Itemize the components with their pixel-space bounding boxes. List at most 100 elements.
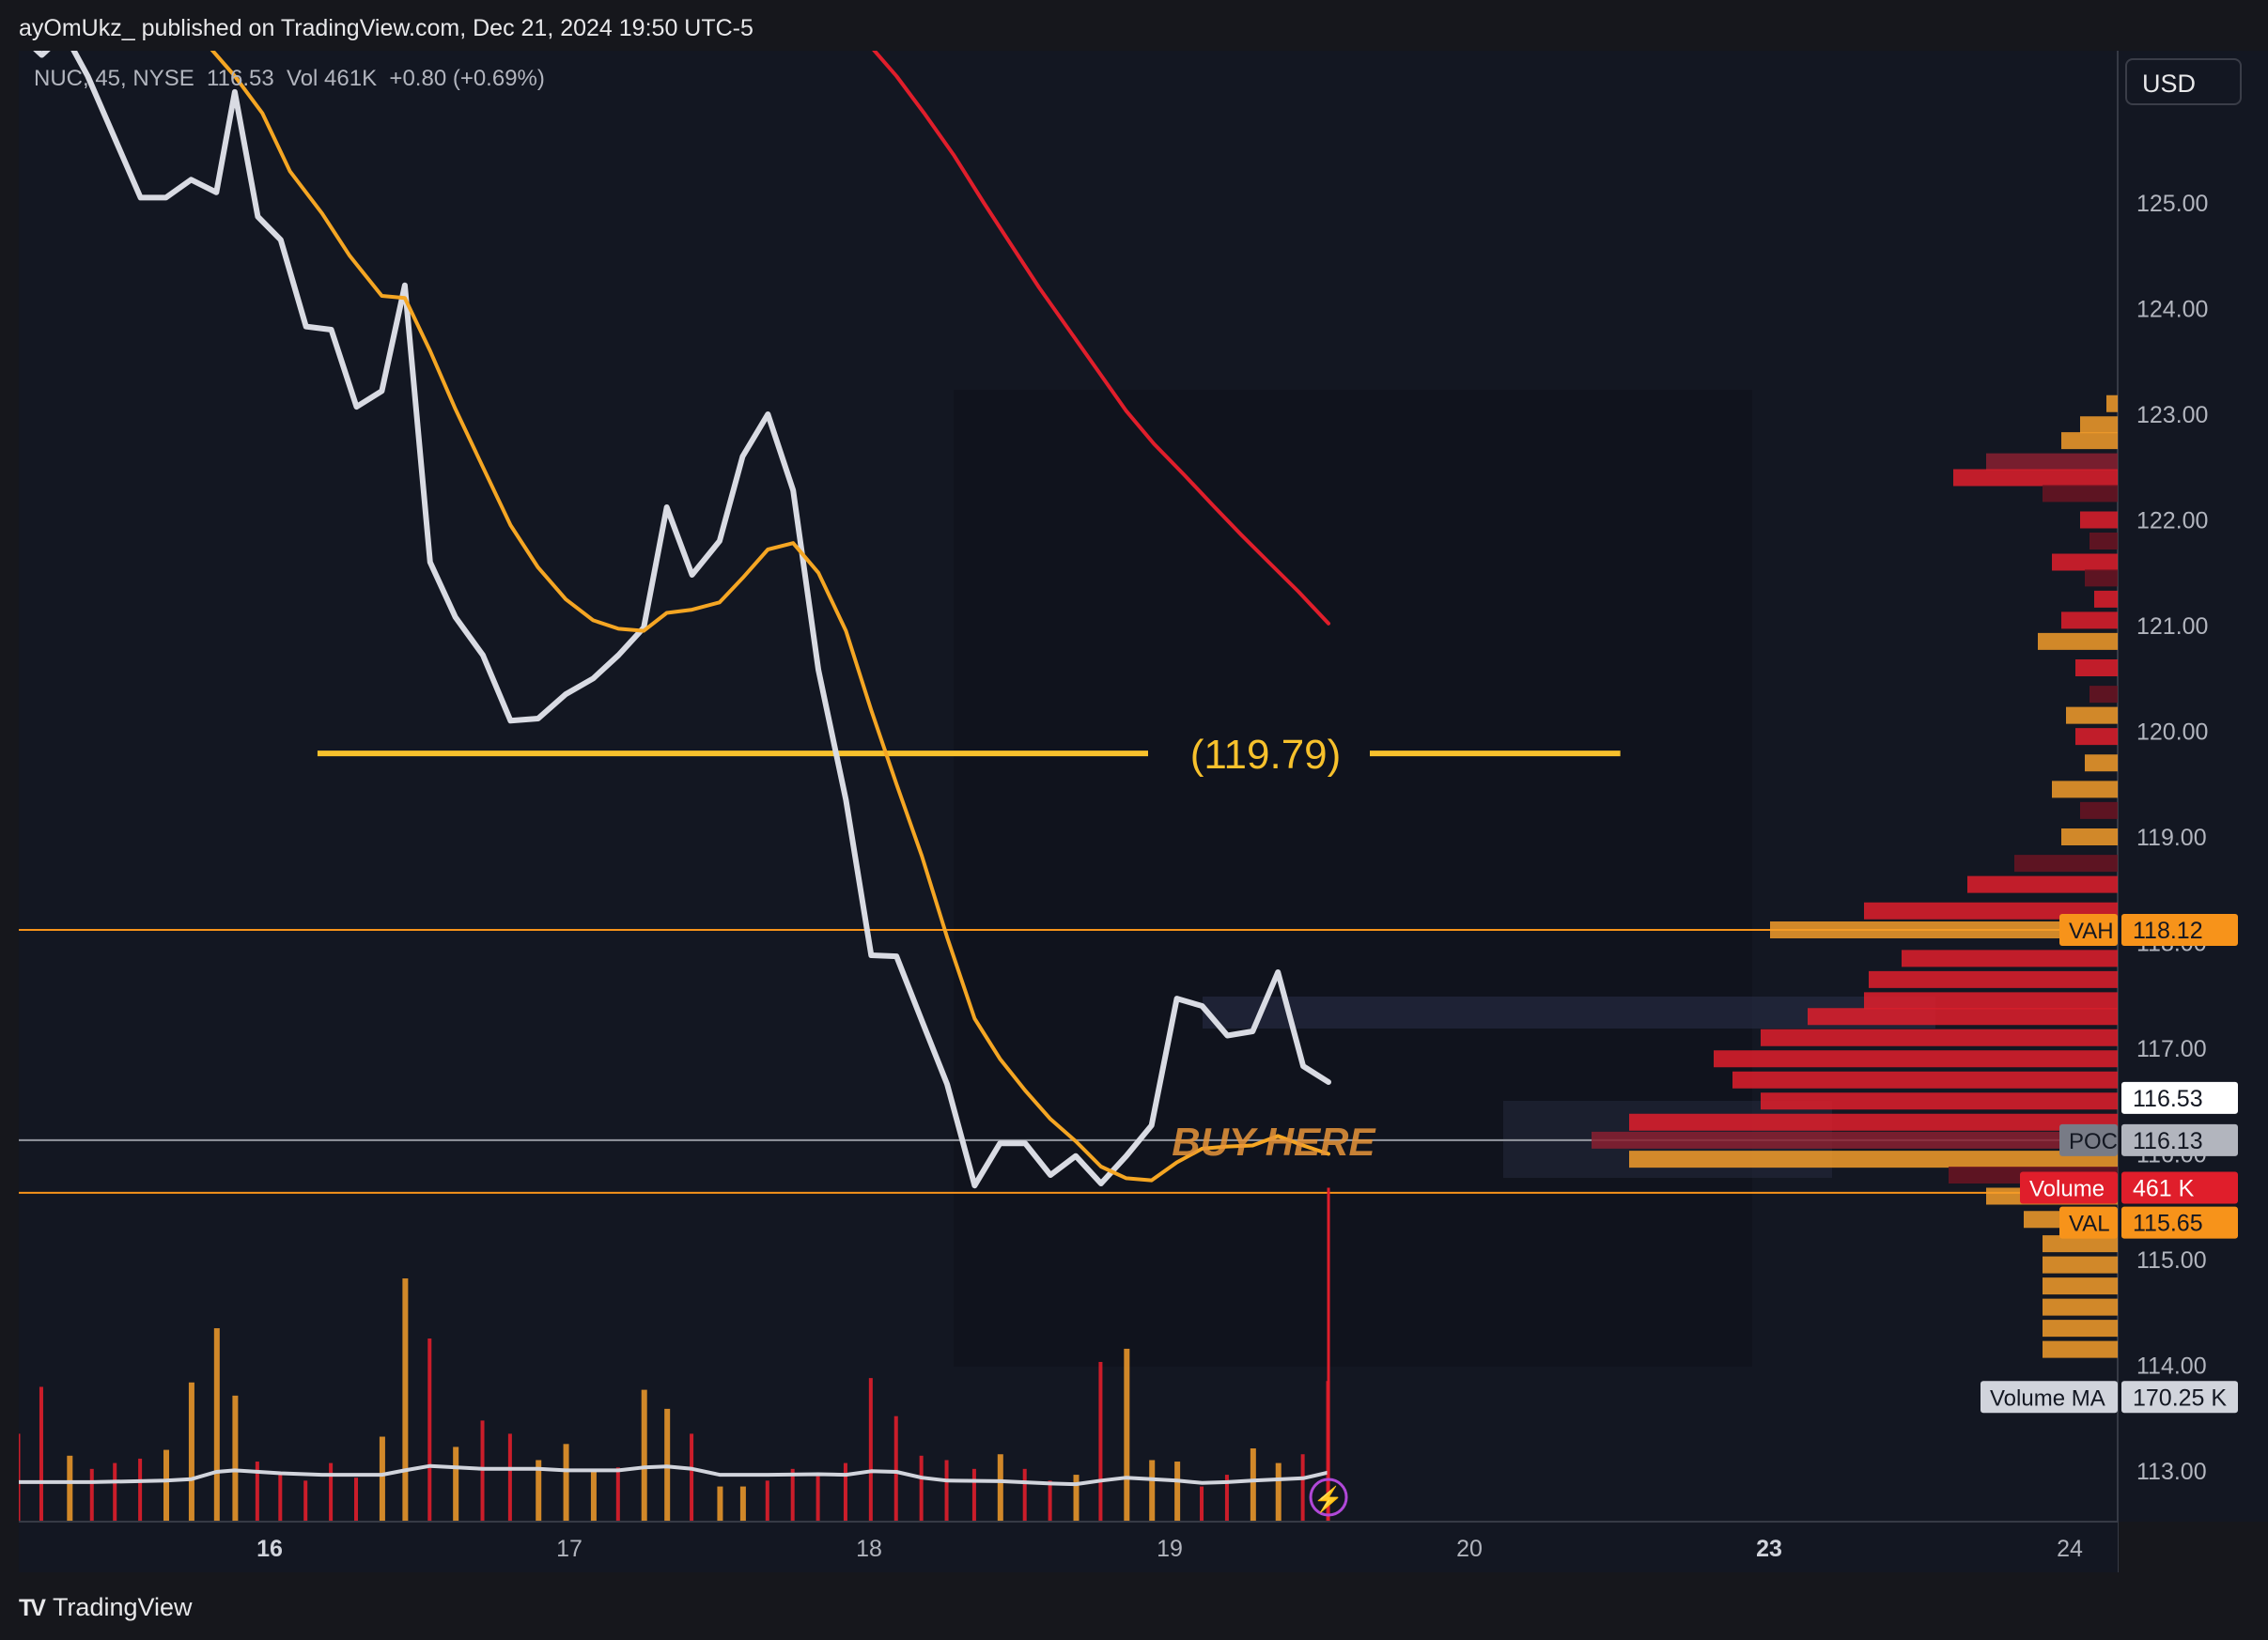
volume-profile-row-39: [2043, 1235, 2118, 1253]
volume-profile-row-7: [2089, 533, 2118, 549]
price-tag-value-3: 461 K: [2133, 1176, 2195, 1202]
price-tag-value-5: 170.25 K: [2133, 1385, 2227, 1411]
price-tag-name-0: VAH: [2069, 919, 2114, 944]
volume-bar-21: [536, 1460, 542, 1522]
price-tag-value-2: 116.13: [2133, 1128, 2203, 1154]
volume-bar-45: [1149, 1460, 1156, 1522]
volume-bar-31: [790, 1468, 795, 1522]
volume-bar-0: [19, 1433, 21, 1522]
volume-bar-20: [507, 1433, 512, 1522]
volume-bar-23: [590, 1468, 597, 1522]
price-tag-value-1: 116.53: [2133, 1086, 2203, 1112]
tv-logo-icon: TV: [19, 1595, 46, 1621]
price-tag-name-bg-3: [2020, 1171, 2118, 1204]
y-tick-label-122: 122.00: [2136, 508, 2208, 534]
volume-bar-16: [402, 1278, 409, 1522]
volume-profile-row-18: [2052, 781, 2118, 798]
volume-bar-9: [232, 1395, 239, 1522]
volume-bar-39: [997, 1454, 1003, 1522]
volume-profile-row-17: [2085, 754, 2118, 772]
y-tick-label-125: 125.00: [2136, 191, 2208, 217]
x-tick-label-20: 20: [1456, 1536, 1483, 1562]
price-tag-value-bg-5: [2121, 1381, 2238, 1414]
volume-bar-37: [944, 1460, 949, 1522]
volume-bar-32: [816, 1476, 820, 1522]
volume-profile-row-25: [1902, 950, 2118, 967]
volume-profile-row-3: [1986, 453, 2118, 471]
volume-bar-15: [379, 1436, 385, 1522]
volume-bar-4: [113, 1462, 117, 1522]
volume-bar-47: [1200, 1486, 1204, 1522]
price-tag-name-bg-4: [2059, 1206, 2118, 1239]
volume-profile-row-21: [2014, 855, 2118, 873]
published-caption: ayOmUkz_ published on TradingView.com, D…: [19, 15, 753, 41]
volume-bar-1: [39, 1386, 43, 1522]
volume-profile-row-10: [2094, 590, 2118, 608]
y-tick-label-121: 121.00: [2136, 613, 2208, 640]
price-tag-value-bg-3: [2121, 1171, 2238, 1204]
volume-profile-row-14: [2089, 686, 2118, 704]
volume-bar-38: [971, 1468, 976, 1522]
volume-bar-6: [163, 1449, 170, 1522]
x-tick-label-16: 16: [256, 1536, 283, 1562]
volume-bar-25: [641, 1389, 647, 1522]
lightning-glyph-icon: ⚡: [1313, 1485, 1344, 1514]
price-tag-value-bg-0: [2121, 914, 2238, 946]
volume-bar-12: [303, 1480, 308, 1522]
volume-profile-row-12: [2038, 632, 2118, 650]
tradingview-logo: TV TradingView: [19, 1593, 193, 1622]
price-tag-name-bg-2: [2059, 1123, 2118, 1156]
volume-profile-row-13: [2075, 659, 2118, 676]
price-tag-name-3: Volume: [2029, 1177, 2105, 1202]
brand-name: TradingView: [52, 1593, 193, 1621]
volume-profile-row-32: [1761, 1092, 2118, 1110]
volume-bar-29: [739, 1486, 746, 1522]
y-tick-label-124: 124.00: [2136, 297, 2208, 323]
price-tag-name-bg-5: [1981, 1381, 2118, 1414]
volume-profile-row-35: [1629, 1151, 2118, 1168]
lightning-icon[interactable]: [1309, 1478, 1348, 1517]
price-axis[interactable]: [2118, 51, 2268, 1522]
volume-bar-40: [1022, 1468, 1027, 1522]
volume-profile-row-40: [2043, 1256, 2118, 1274]
volume-profile-row-5: [2043, 485, 2118, 503]
volume-bar-49: [1250, 1448, 1256, 1522]
volume-bar-48: [1224, 1475, 1229, 1522]
volume-profile-row-43: [2043, 1320, 2118, 1338]
buy-here-annotation: BUY HERE: [1172, 1120, 1376, 1164]
volume-bar-10: [255, 1462, 259, 1522]
y-tick-label-117: 117.00: [2136, 1036, 2207, 1062]
volume-bar-24: [615, 1467, 620, 1522]
x-tick-label-23: 23: [1756, 1536, 1782, 1562]
time-axis[interactable]: [19, 1522, 2118, 1572]
volume-profile-row-4: [1953, 469, 2118, 487]
price-tag-value-bg-4: [2121, 1206, 2238, 1239]
y-tick-label-115: 115.00: [2136, 1247, 2207, 1274]
price-line: [33, 51, 1331, 1189]
volume-profile-row-26: [1869, 970, 2118, 988]
volume-bar-34: [868, 1378, 873, 1522]
y-tick-label-113: 113.00: [2136, 1459, 2207, 1485]
volume-profile-row-22: [1967, 875, 2118, 893]
x-tick-label-17: 17: [556, 1536, 583, 1562]
volume-bar-44: [1124, 1348, 1130, 1522]
volume-bar-19: [480, 1420, 485, 1522]
price-tag-name-bg-0: [2059, 914, 2118, 946]
volume-profile-row-33: [1629, 1113, 2118, 1131]
volume-profile-row-31: [1732, 1071, 2118, 1089]
price-tag-name-2: POC: [2069, 1129, 2118, 1154]
volume-profile-row-23: [1864, 902, 2118, 920]
volume-bar-3: [89, 1468, 94, 1522]
y-tick-label-119: 119.00: [2136, 825, 2207, 851]
price-tag-value-bg-1: [2121, 1081, 2238, 1114]
volume-ma-line: [19, 1463, 1329, 1487]
volume-profile-row-20: [2061, 828, 2118, 845]
volume-bar-7: [188, 1382, 194, 1522]
volume-bar-36: [919, 1455, 924, 1522]
volume-bar-46: [1174, 1462, 1181, 1522]
volume-profile-row-28: [1808, 1008, 2118, 1026]
x-tick-label-24: 24: [2057, 1536, 2083, 1562]
currency-button[interactable]: USD: [2125, 58, 2242, 105]
symbol-legend: NUC, 45, NYSE 116.53 Vol 461K +0.80 (+0.…: [34, 66, 545, 91]
